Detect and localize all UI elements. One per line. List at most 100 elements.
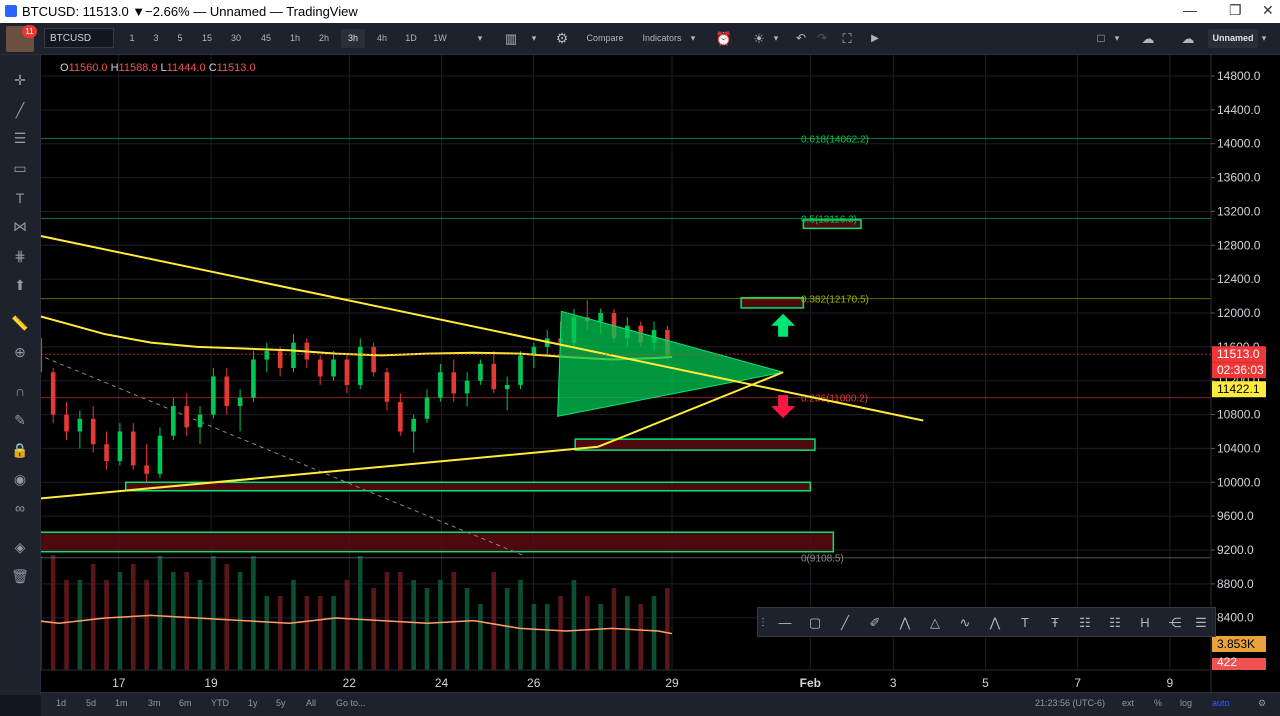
settings-gear-icon[interactable]: ⚙ (555, 30, 569, 46)
elliott-wave-icon[interactable]: ∿ (959, 615, 971, 630)
interval-4h[interactable]: 4h (376, 33, 387, 43)
time-tick-label: 5 (982, 676, 989, 690)
chart-style-dropdown-icon[interactable]: ▾ (531, 33, 537, 43)
pitchfork-icon[interactable]: ⋲ (1168, 615, 1182, 630)
layout-square-icon[interactable]: □ (1097, 31, 1105, 45)
price-tick-label: 12000.0 (1217, 306, 1261, 320)
rectangle-icon[interactable]: ▭ (13, 160, 27, 176)
ruler-icon[interactable]: 📏 (11, 315, 29, 331)
range-6m[interactable]: 6m (179, 698, 192, 708)
undo-icon[interactable]: ↶ (795, 31, 807, 45)
range-3m[interactable]: 3m (148, 698, 161, 708)
redo-icon[interactable]: ↷ (816, 31, 828, 45)
interval-1h[interactable]: 1h (289, 33, 300, 43)
rectangle-tool-icon[interactable]: ▢ (808, 615, 822, 630)
user-avatar[interactable]: 11 (6, 25, 37, 52)
text-icon[interactable]: T (15, 190, 25, 206)
arrow-up-icon[interactable]: ⬆ (14, 277, 26, 293)
replay-play-icon[interactable]: ▶ (871, 33, 879, 44)
trash-icon[interactable]: 🗑 (11, 568, 29, 584)
interval-3h[interactable]: 3h (341, 29, 365, 48)
interval-5[interactable]: 5 (177, 33, 183, 43)
abcd-pattern-icon[interactable]: ⋀ (899, 615, 911, 630)
line-tool-icon[interactable]: ╱ (841, 615, 849, 630)
abc-correction-icon[interactable]: ⋀ (989, 615, 1001, 630)
symbol-search-input[interactable]: BTCUSD (44, 28, 114, 48)
brush-tool-icon[interactable]: ✐ (869, 615, 881, 630)
range-1d[interactable]: 1d (56, 698, 67, 708)
interval-15[interactable]: 15 (201, 33, 212, 43)
horizontal-line-icon[interactable]: — (778, 615, 792, 630)
cloud-upload-icon[interactable]: ☁ (1181, 31, 1195, 46)
link-icon[interactable]: ∞ (15, 500, 25, 516)
gann-tool-icon[interactable]: ☷ (1109, 615, 1121, 630)
fib-tool-icon[interactable]: ☷ (1079, 615, 1091, 630)
direction-arrows[interactable] (771, 313, 796, 419)
range-1y[interactable]: 1y (248, 698, 258, 708)
magnet-icon[interactable]: ∩ (14, 383, 26, 399)
clock-timezone[interactable]: 21:23:56 (UTC-6) (1035, 698, 1106, 708)
fullscreen-icon[interactable]: ⛶ (842, 31, 852, 46)
interval-dropdown-icon[interactable]: ▾ (477, 33, 483, 43)
range-1m[interactable]: 1m (115, 698, 128, 708)
triangle-pattern-icon[interactable]: △ (930, 615, 940, 630)
lock-icon[interactable]: 🔒 (11, 442, 29, 458)
compare-button[interactable]: Compare (586, 33, 624, 43)
alert-clock-icon[interactable]: ⏰ (715, 31, 733, 46)
cloud-save-icon[interactable]: ☁ (1141, 31, 1155, 46)
volume-bar (357, 556, 363, 670)
range-ytd[interactable]: YTD (211, 698, 229, 708)
range-5y[interactable]: 5y (276, 698, 286, 708)
layout-dropdown-icon[interactable]: ▾ (1114, 33, 1120, 43)
pattern-icon[interactable]: ⋈ (13, 218, 27, 234)
interval-1d[interactable]: 1D (405, 33, 417, 43)
range-tool-icon[interactable]: H (1140, 615, 1150, 630)
trend-lines[interactable] (41, 125, 924, 531)
range-all[interactable]: All (306, 698, 317, 708)
idea-bulb-icon[interactable]: ☀ (753, 31, 765, 46)
interval-1w[interactable]: 1W (433, 33, 447, 43)
range-5d[interactable]: 5d (86, 698, 97, 708)
price-chart[interactable]: 0.618(14062.2) 0.5(13116.3) 0.382(12170.5)… (41, 55, 1280, 692)
drag-handle-icon[interactable]: ⋮ (758, 617, 768, 628)
top-toolbar: 11 BTCUSD 1 3 5 15 30 45 1h 2h 3h 4h 1D 1W ▾ ▥ ▾ ⚙ … (0, 23, 1280, 55)
prediction-icon[interactable]: ⋕ (14, 248, 26, 264)
triangle-pattern[interactable] (557, 310, 784, 417)
percent-toggle[interactable]: % (1154, 698, 1163, 708)
channel-tool-icon[interactable]: ☰ (1195, 615, 1207, 630)
support-resistance-zones[interactable] (41, 219, 862, 553)
zoom-icon[interactable]: ⊕ (14, 344, 26, 360)
stay-drawing-icon[interactable]: ✎ (14, 412, 26, 428)
layers-icon[interactable]: ◈ (14, 539, 26, 555)
idea-dropdown-icon[interactable]: ▾ (773, 33, 779, 43)
goto-date-button[interactable]: Go to... (336, 698, 366, 708)
close-button[interactable]: ✕ (1262, 2, 1274, 18)
eye-icon[interactable]: ◉ (13, 471, 27, 487)
auto-scale-toggle[interactable]: auto (1212, 698, 1230, 708)
price-tick-label: 14800.0 (1217, 69, 1261, 83)
layout-name-button[interactable]: Unnamed (1208, 29, 1258, 48)
indicators-button[interactable]: Indicators (642, 33, 682, 43)
interval-45[interactable]: 45 (260, 33, 271, 43)
interval-3[interactable]: 3 (153, 33, 159, 43)
ext-toggle[interactable]: ext (1122, 698, 1135, 708)
interval-1[interactable]: 1 (129, 33, 135, 43)
crosshair-icon[interactable]: ✛ (14, 72, 26, 88)
chart-settings-gear-icon[interactable]: ⚙ (1258, 698, 1267, 708)
price-zone-box (41, 531, 835, 553)
trend-line-icon[interactable]: ╱ (15, 102, 25, 118)
minimize-button[interactable]: — (1183, 2, 1197, 18)
interval-30[interactable]: 30 (230, 33, 241, 43)
text-tool-icon[interactable]: T (1021, 615, 1029, 630)
callout-tool-icon[interactable]: Ŧ (1051, 615, 1059, 630)
candle-body (264, 351, 270, 360)
volume-bar (491, 572, 497, 670)
log-toggle[interactable]: log (1180, 698, 1193, 708)
restore-button[interactable]: ❐ (1229, 2, 1242, 18)
layout-name-dropdown-icon[interactable]: ▾ (1261, 33, 1267, 43)
interval-2h[interactable]: 2h (318, 33, 329, 43)
horizontal-lines-icon[interactable]: ☰ (13, 130, 27, 146)
fibonacci-retracement[interactable]: 0.618(14062.2) 0.5(13116.3) 0.382(12170.5)… (41, 134, 1211, 565)
candle-style-icon[interactable]: ▥ (504, 31, 518, 46)
indicators-dropdown-icon[interactable]: ▾ (690, 33, 696, 43)
